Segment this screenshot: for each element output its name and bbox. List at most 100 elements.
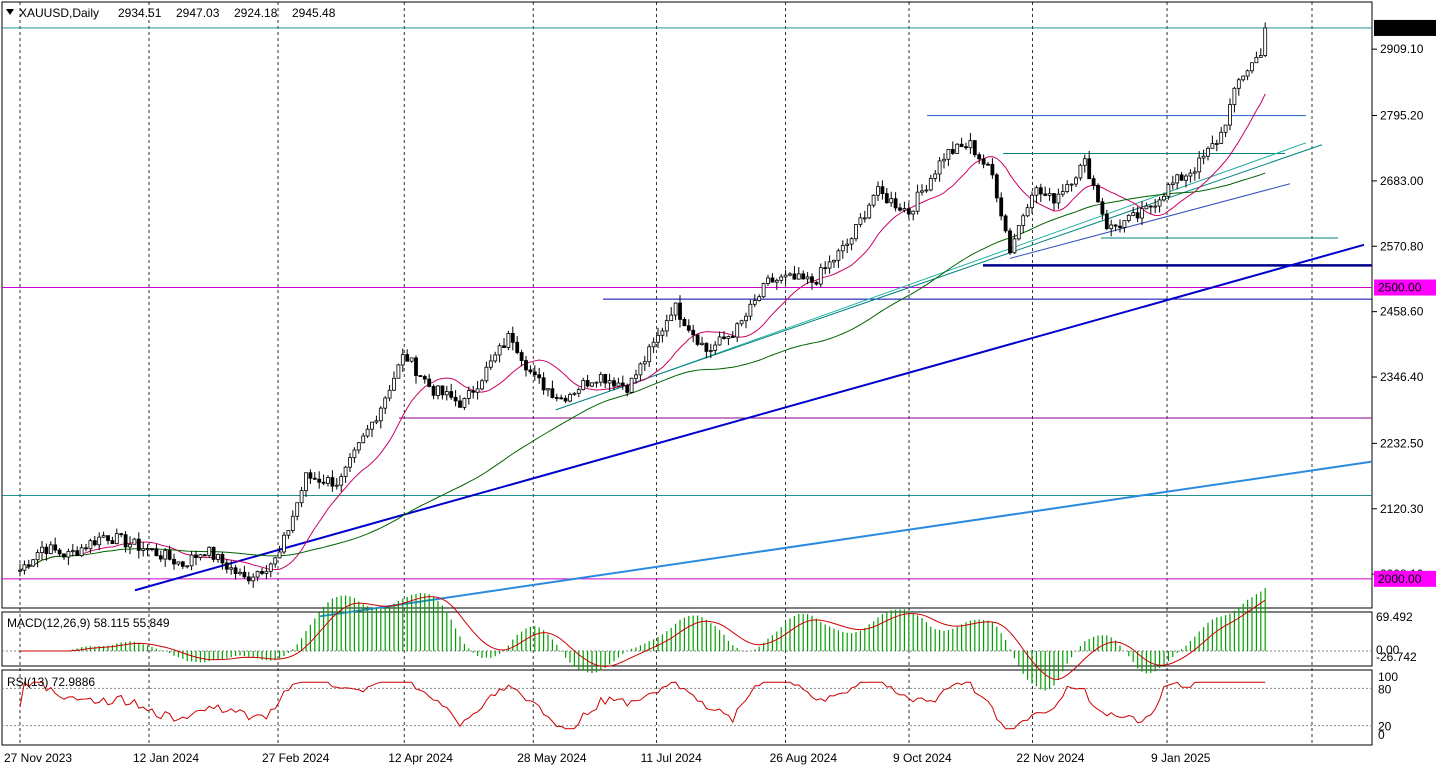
candle-body [748, 303, 753, 317]
candle-body [66, 551, 71, 558]
candle-body [889, 198, 894, 204]
candle-body [40, 546, 44, 553]
candle-body [986, 163, 990, 166]
candle-body [898, 207, 902, 211]
candle-body [691, 329, 696, 336]
trendlines[interactable] [134, 142, 1373, 618]
candle-body [79, 547, 84, 557]
candle-body [515, 341, 520, 353]
candle-body [110, 540, 115, 545]
candle-body [884, 193, 889, 204]
candle-body [75, 550, 80, 557]
candle-body [268, 563, 273, 572]
candle-body [818, 267, 823, 285]
candle-body [788, 273, 792, 276]
candle-body [396, 364, 401, 379]
candle-body [862, 217, 867, 220]
candle-body [1263, 27, 1268, 56]
candle-body [541, 377, 546, 391]
trendline[interactable] [555, 144, 1323, 411]
candle-body [590, 382, 594, 387]
trendline[interactable] [1009, 183, 1291, 259]
candle-body [1043, 193, 1048, 196]
trendline[interactable] [319, 460, 1373, 618]
candle-body [1021, 215, 1026, 226]
candle-body [572, 392, 577, 395]
dropdown-triangle-icon[interactable] [6, 9, 14, 15]
candle-body [1157, 199, 1162, 207]
candle-body [1223, 124, 1228, 133]
candle-body [167, 550, 172, 560]
candle-body [972, 140, 977, 156]
candle-body [356, 442, 361, 451]
candle-body [295, 502, 300, 517]
candle-body [832, 259, 836, 263]
level-price-label: 2500.00 [1378, 281, 1422, 295]
candle-body [198, 554, 203, 558]
candle-body [1254, 56, 1259, 64]
candle-body [207, 546, 212, 556]
trendline[interactable] [134, 243, 1365, 592]
level-price-badge [1374, 279, 1436, 296]
rsi-axis-label: 100 [1378, 670, 1398, 684]
candle-body [1118, 225, 1122, 228]
candle-body [35, 552, 40, 561]
candle-body [1069, 183, 1074, 186]
ohlc-low: 2924.18 [234, 6, 278, 20]
macd-axis-label: 0.00 [1376, 643, 1400, 657]
candle-body [1052, 193, 1056, 204]
price-tick-label: 2458.60 [1380, 305, 1424, 319]
candle-body [766, 277, 770, 284]
candle-body [594, 381, 599, 384]
candle-body [1135, 212, 1140, 219]
candle-body [695, 334, 700, 345]
candle-body [1228, 104, 1232, 126]
candle-body [1245, 70, 1250, 77]
ohlc-close: 2945.48 [292, 6, 336, 20]
candle-body [880, 186, 885, 194]
candle-body [290, 515, 295, 531]
candle-body [990, 163, 995, 176]
candle-body [462, 398, 467, 408]
candle-body [528, 369, 533, 373]
trendline[interactable] [656, 142, 1307, 376]
candle-body [365, 428, 370, 437]
candle-body [1258, 55, 1263, 58]
candle-body [871, 194, 876, 206]
candle-body [629, 377, 634, 393]
candle-body [999, 197, 1004, 217]
candle-body [532, 371, 537, 376]
candle-body [581, 380, 586, 391]
candle-body [414, 357, 418, 376]
candle-body [616, 382, 621, 387]
symbol-title: XAUUSD,Daily [19, 6, 99, 20]
candle-body [814, 281, 819, 285]
date-label: 12 Apr 2024 [388, 751, 453, 765]
date-label: 12 Jan 2024 [133, 751, 199, 765]
candle-body [836, 250, 841, 261]
rsi-axis-label: 0 [1378, 728, 1385, 742]
candle-body [374, 420, 379, 423]
date-label: 22 Nov 2024 [1016, 751, 1084, 765]
candle-body [106, 535, 110, 541]
candle-body [233, 567, 238, 575]
candle-body [1104, 213, 1109, 230]
candle-body [88, 540, 93, 550]
candle-body [924, 189, 929, 192]
candle-body [216, 553, 220, 560]
candle-body [22, 564, 27, 571]
candle-body [717, 336, 722, 346]
candle-body [1087, 158, 1092, 180]
candle-body [480, 380, 484, 390]
candle-body [1250, 62, 1254, 72]
candle-body [519, 352, 524, 361]
candle-body [70, 550, 75, 553]
horizontal-levels[interactable] [2, 27, 1372, 580]
candle-body [893, 198, 898, 209]
candle-body [1206, 147, 1210, 157]
candle-body [576, 389, 581, 394]
date-label: 9 Oct 2024 [893, 751, 952, 765]
candle-body [647, 346, 652, 363]
candle-body [427, 378, 432, 387]
